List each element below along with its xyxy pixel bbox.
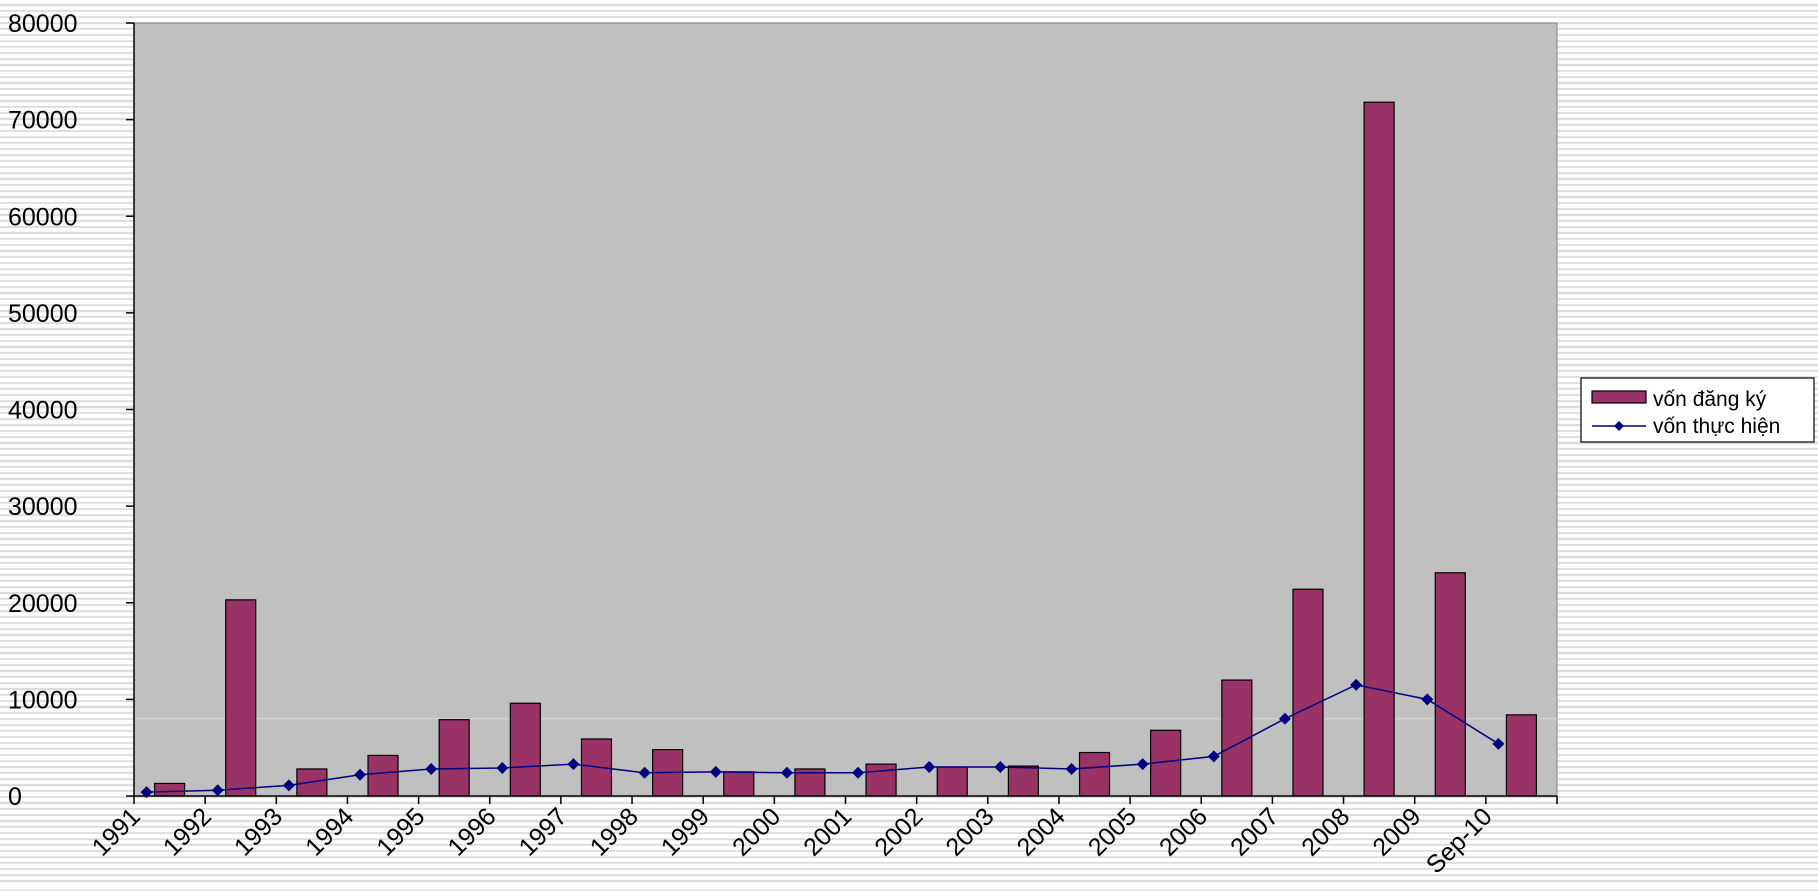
line-point [1278, 712, 1291, 725]
y-tick-label: 40000 [8, 397, 78, 425]
x-tick-label: 2004 [1012, 802, 1071, 861]
bar [438, 719, 470, 797]
bar [1007, 765, 1039, 797]
bar [1505, 714, 1538, 797]
bar [936, 766, 968, 797]
line-point [1207, 750, 1220, 763]
bar [865, 763, 897, 797]
line-point [709, 765, 722, 778]
line-point [994, 761, 1007, 774]
x-tick-label: 1997 [514, 802, 573, 861]
bar [1434, 572, 1466, 797]
x-tick-label: 1995 [371, 802, 430, 861]
bar [367, 754, 399, 797]
line-point [780, 766, 793, 779]
legend-swatch-bar [1591, 390, 1647, 404]
line-point [425, 762, 438, 775]
x-tick-label: 1994 [300, 802, 359, 861]
line-point [1136, 758, 1149, 771]
x-tick-label: 1991 [87, 802, 146, 861]
y-tick-label: 20000 [8, 590, 78, 618]
legend-box [1580, 377, 1815, 443]
line-point [1421, 693, 1434, 706]
x-tick-label: 2009 [1367, 802, 1426, 861]
y-tick-label: 50000 [8, 300, 78, 328]
x-tick-label: Sep-10 [1421, 802, 1498, 879]
x-tick-label: 1999 [656, 802, 715, 861]
bar [225, 599, 257, 797]
axes [126, 22, 1558, 804]
line-point [354, 768, 367, 781]
y-tick-label: 0 [8, 783, 22, 811]
line-point [1492, 737, 1505, 750]
x-tick-label: 1993 [229, 802, 288, 861]
line-point [567, 758, 580, 771]
x-tick-label: 1998 [585, 802, 644, 861]
x-tick-label: 1996 [442, 802, 501, 861]
x-tick-label: 2000 [727, 802, 786, 861]
line-point [1065, 762, 1078, 775]
line-point [282, 779, 295, 792]
bar [1221, 679, 1253, 797]
line-point [923, 761, 936, 774]
x-tick-label: 2001 [798, 802, 857, 861]
bar [509, 702, 541, 797]
line-point [211, 784, 224, 797]
line-point [852, 766, 865, 779]
y-tick-label: 70000 [8, 107, 78, 135]
line-series [140, 678, 1505, 799]
line-point [1350, 678, 1363, 691]
y-tick-label: 80000 [8, 10, 78, 38]
legend: vốn đăng ký vốn thực hiện [1580, 377, 1815, 443]
bar [1292, 588, 1324, 797]
legend-marker [1614, 421, 1624, 431]
y-tick-label: 60000 [8, 203, 78, 231]
bar [723, 771, 755, 797]
y-tick-label: 10000 [8, 686, 78, 714]
y-tick-labels: 0 10000 20000 30000 40000 50000 60000 70000 8000… [8, 10, 78, 811]
x-tick-labels: 1991 1992 1993 1994 1995 1996 1997 1998 1999 2000… [87, 802, 1498, 879]
bar [1363, 101, 1395, 797]
x-tick-label: 2002 [869, 802, 928, 861]
x-tick-label: 2006 [1154, 802, 1213, 861]
legend-label-von-dang-ky: vốn đăng ký [1653, 388, 1767, 411]
bar [1078, 751, 1111, 797]
x-tick-label: 2007 [1225, 802, 1284, 861]
x-tick-label: 2008 [1296, 802, 1355, 861]
x-tick-label: 2003 [940, 802, 999, 861]
bar [153, 782, 186, 797]
legend-label-von-thuc-hien: vốn thực hiện [1653, 415, 1780, 438]
line-path [146, 684, 1499, 793]
x-tick-label: 2005 [1083, 802, 1142, 861]
x-tick-label: 1992 [158, 802, 217, 861]
plot-area [133, 22, 1558, 797]
line-point [638, 766, 651, 779]
line-point [496, 761, 509, 774]
y-tick-label: 30000 [8, 493, 78, 521]
line-point [140, 786, 153, 799]
